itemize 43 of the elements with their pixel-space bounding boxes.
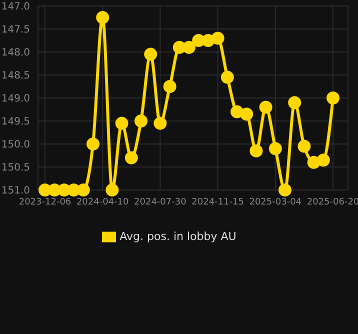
point [182, 40, 196, 54]
point [250, 144, 263, 158]
y-tick-label: 147.0 [1, 2, 30, 13]
x-tick-label: 2024-11-15 [192, 197, 244, 208]
y-tick-label: 150.5 [1, 162, 30, 174]
y-tick-label: 151.0 [1, 186, 30, 197]
point [211, 32, 224, 45]
y-tick-label: 148.0 [1, 48, 30, 59]
point [288, 96, 302, 110]
x-tick-label: 2025-03-04 [249, 197, 302, 208]
point [38, 184, 52, 196]
point [268, 142, 282, 156]
point [307, 156, 320, 169]
point [48, 184, 62, 196]
y-tick-label: 147.5 [1, 24, 30, 36]
point [202, 34, 215, 47]
point [163, 80, 176, 93]
y-tick-label: 149.0 [1, 94, 30, 105]
x-tick-label: 2023-12-06 [18, 197, 72, 208]
y-tick-label: 148.5 [1, 70, 30, 82]
point [134, 114, 148, 128]
legend-label: Avg. pos. in lobby AU [120, 230, 236, 244]
x-tick-label: 2024-04-10 [76, 197, 130, 208]
point [278, 184, 292, 196]
point [86, 138, 100, 150]
point [96, 11, 110, 24]
point [106, 184, 119, 196]
point [298, 140, 311, 153]
point [124, 151, 138, 164]
point [76, 184, 90, 196]
y-tick-label: 149.5 [1, 116, 30, 128]
point [220, 70, 234, 84]
point [316, 154, 330, 167]
point [115, 116, 128, 130]
y-tick-label: 150.0 [1, 140, 30, 151]
point [230, 105, 244, 118]
point [154, 116, 167, 130]
point [259, 100, 272, 114]
point [192, 34, 206, 47]
point [240, 108, 254, 121]
point [326, 92, 340, 104]
point [144, 48, 158, 61]
x-tick-label: 2024-07-30 [134, 197, 187, 208]
